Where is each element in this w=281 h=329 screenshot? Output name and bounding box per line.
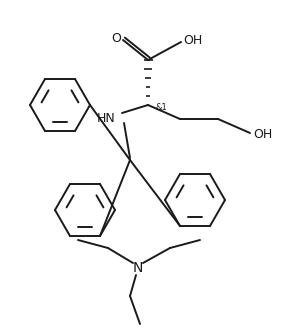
Text: &1: &1 bbox=[156, 103, 168, 112]
Text: OH: OH bbox=[253, 128, 273, 140]
Text: OH: OH bbox=[183, 35, 203, 47]
Text: O: O bbox=[111, 33, 121, 45]
Text: N: N bbox=[133, 261, 143, 275]
Text: HN: HN bbox=[97, 113, 115, 125]
